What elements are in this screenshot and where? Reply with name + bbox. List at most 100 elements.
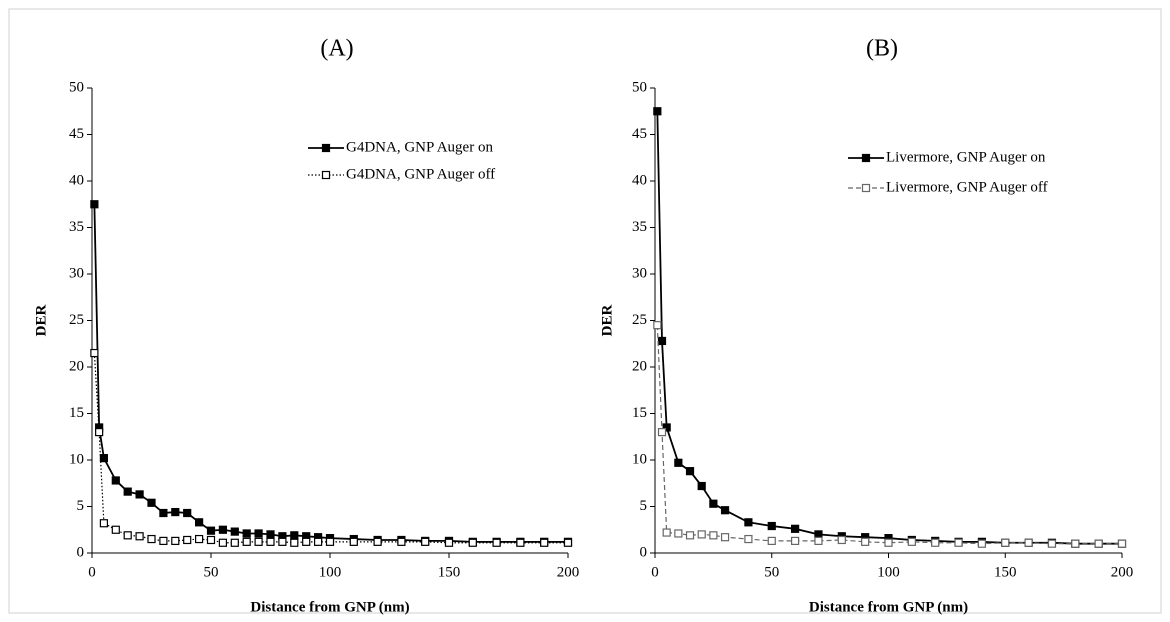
legend-label: G4DNA, GNP Auger off: [346, 166, 495, 182]
data-point: [99, 519, 109, 528]
x-tick-label: 200: [557, 564, 580, 580]
data-point: [674, 529, 683, 538]
data-point: [90, 200, 99, 209]
data-point: [314, 537, 323, 546]
series-line: [93, 204, 568, 543]
y-tick-label: 15: [632, 405, 647, 421]
data-point: [954, 538, 963, 547]
data-point: [397, 537, 406, 546]
y-tick-label: 30: [632, 265, 647, 281]
legend-label: G4DNA, GNP Auger on: [346, 139, 493, 155]
data-point: [1001, 538, 1010, 547]
data-point: [977, 539, 987, 548]
data-point: [709, 499, 718, 508]
data-point: [814, 536, 823, 546]
data-point: [657, 428, 667, 437]
data-point: [685, 531, 695, 540]
data-point: [685, 467, 695, 476]
data-point: [183, 508, 192, 518]
data-point: [790, 524, 800, 533]
data-point: [290, 531, 299, 540]
data-point: [171, 507, 180, 517]
data-point: [662, 528, 671, 537]
chart-title: (B): [866, 36, 898, 62]
data-point: [135, 490, 144, 499]
data-point: [147, 498, 156, 507]
x-axis-label: Distance from GNP (nm): [809, 599, 968, 615]
data-point: [790, 536, 800, 546]
data-point: [159, 508, 168, 518]
data-point: [206, 526, 216, 535]
x-axis-label: Distance from GNP (nm): [250, 599, 409, 615]
legend-marker: [321, 143, 331, 153]
data-point: [242, 537, 251, 546]
y-tick-label: 10: [69, 451, 84, 467]
y-tick-label: 20: [632, 358, 647, 374]
x-tick-label: 150: [438, 564, 461, 580]
data-point: [135, 532, 144, 541]
data-point: [744, 518, 753, 527]
data-point: [563, 538, 573, 547]
data-point: [254, 537, 263, 546]
data-point: [653, 107, 662, 116]
data-point: [99, 454, 109, 463]
data-point: [861, 537, 870, 546]
data-point: [218, 525, 227, 534]
data-point: [230, 538, 239, 547]
y-tick-label: 20: [69, 358, 84, 374]
data-point: [266, 530, 275, 539]
data-point: [1071, 539, 1080, 548]
legend-label: Livermore, GNP Auger on: [886, 149, 1046, 165]
data-point: [111, 476, 120, 485]
frame: [8, 8, 1162, 614]
x-tick-label: 0: [88, 564, 96, 580]
data-point: [468, 538, 477, 547]
x-tick-label: 50: [764, 564, 779, 580]
y-tick-label: 25: [69, 312, 84, 328]
data-point: [492, 538, 501, 547]
y-axis-label: DER: [33, 304, 49, 336]
y-tick-label: 50: [69, 79, 84, 95]
x-tick-label: 0: [651, 564, 659, 580]
data-point: [373, 537, 382, 546]
y-tick-label: 40: [69, 172, 84, 188]
data-point: [195, 534, 204, 544]
series-line: [656, 111, 1122, 545]
data-point: [657, 336, 667, 346]
data-point: [697, 481, 706, 491]
data-point: [230, 527, 239, 536]
y-tick-label: 35: [69, 219, 84, 235]
data-point: [662, 423, 671, 432]
legend-marker: [321, 170, 331, 180]
y-tick-label: 0: [77, 544, 85, 560]
data-point: [183, 535, 192, 545]
data-point: [171, 536, 180, 546]
x-tick-label: 100: [877, 564, 900, 580]
data-point: [242, 529, 251, 538]
data-point: [111, 525, 120, 534]
data-point: [206, 535, 216, 545]
data-point: [421, 537, 430, 546]
data-point: [907, 537, 916, 546]
data-point: [195, 518, 204, 527]
data-point: [278, 537, 287, 546]
data-point: [290, 538, 299, 547]
chart-title: (A): [320, 36, 353, 62]
y-tick-label: 45: [69, 126, 84, 142]
data-point: [147, 534, 156, 544]
data-point: [540, 538, 549, 547]
legend-marker: [861, 153, 871, 163]
data-point: [302, 537, 311, 546]
y-tick-label: 35: [632, 219, 647, 235]
data-point: [218, 538, 227, 547]
data-point: [1047, 539, 1057, 548]
data-point: [159, 536, 168, 546]
y-tick-label: 15: [69, 405, 84, 421]
y-tick-label: 5: [77, 498, 85, 514]
data-point: [884, 538, 893, 547]
y-axis-label: DER: [599, 304, 615, 336]
data-point: [90, 348, 99, 358]
x-tick-label: 100: [319, 564, 342, 580]
